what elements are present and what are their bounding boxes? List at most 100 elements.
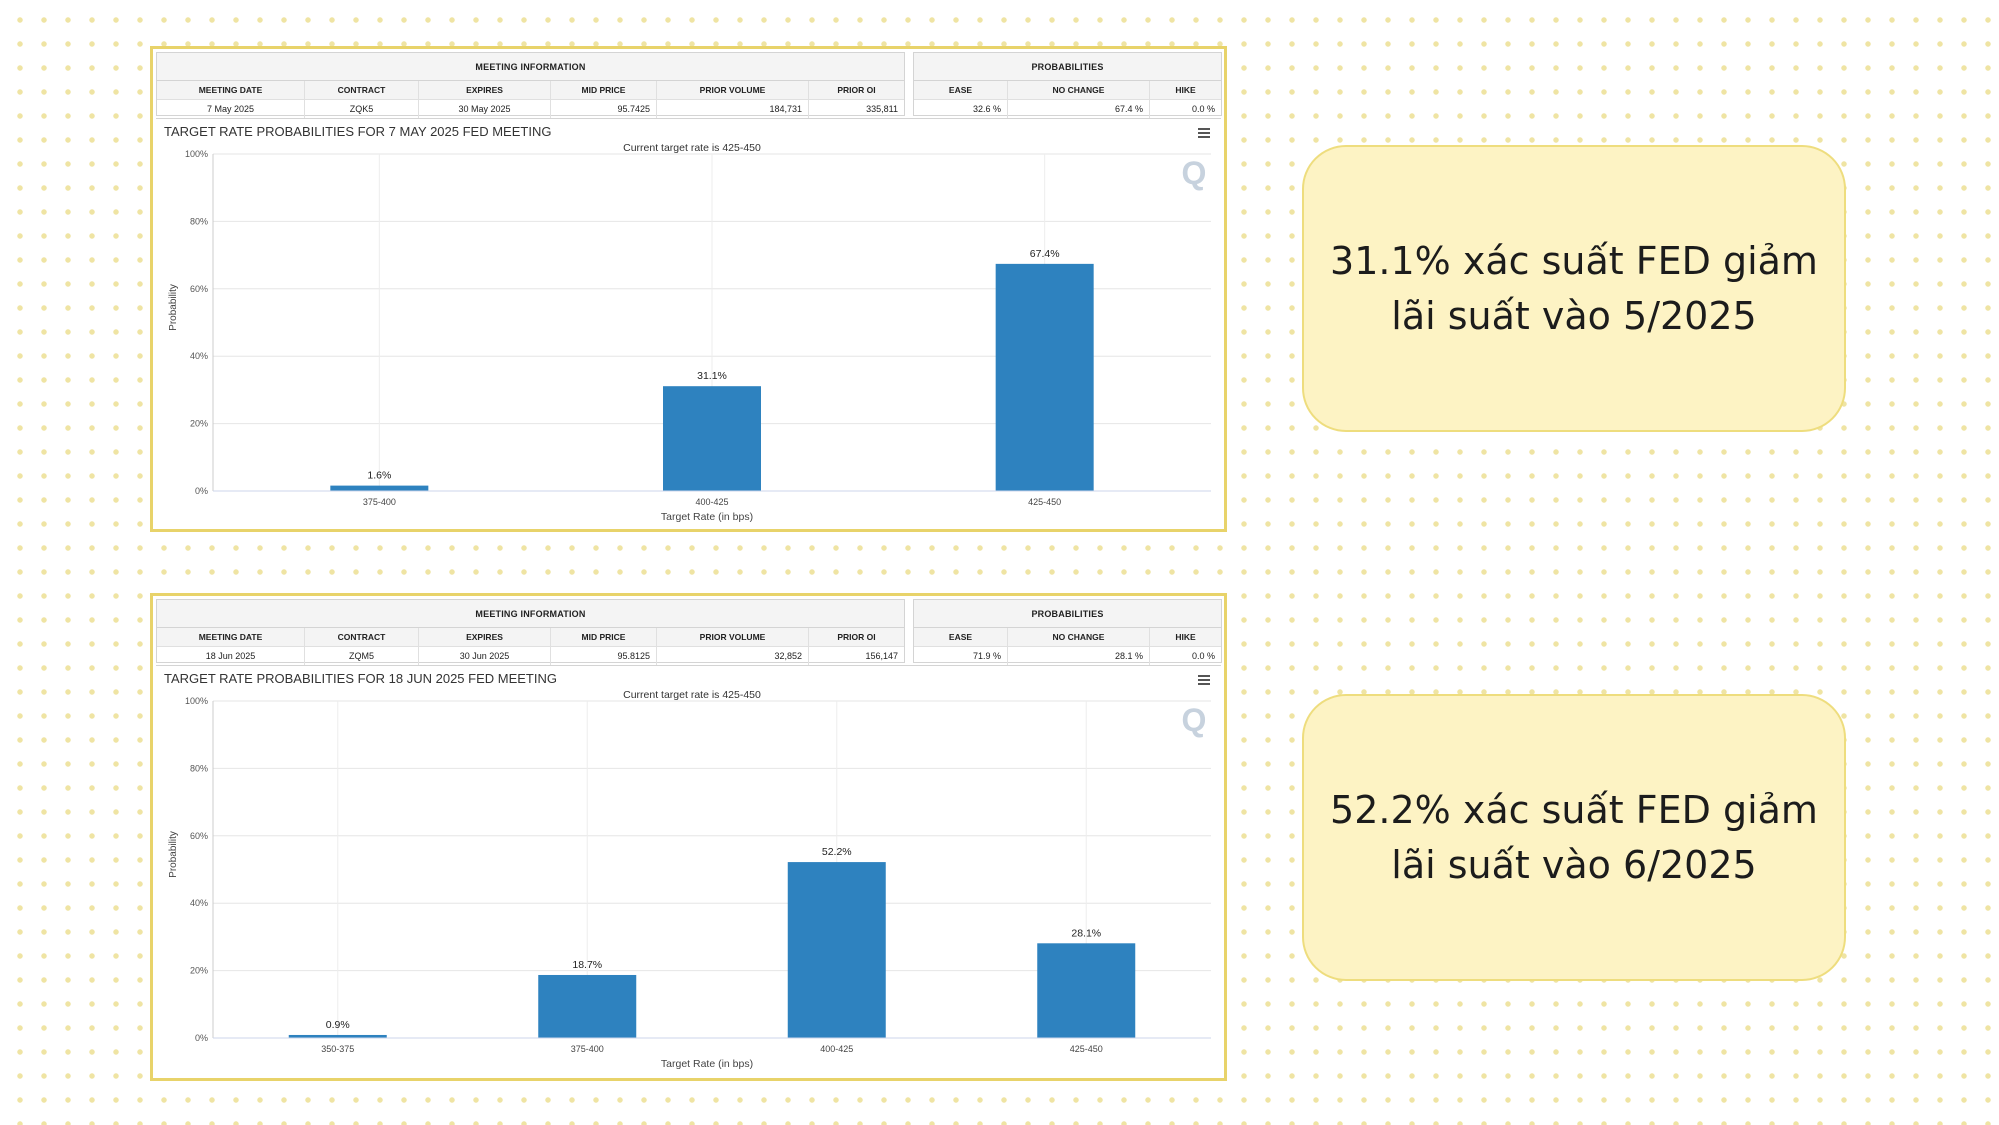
meeting-info-table: MEETING INFORMATION MEETING DATE CONTRAC… <box>156 599 1222 665</box>
col-mid-price: MID PRICE <box>551 628 657 646</box>
probabilities-header-row: EASE NO CHANGE HIKE <box>914 628 1221 647</box>
value-prior-oi: 335,811 <box>866 104 898 114</box>
y-tick-label: 80% <box>190 763 208 773</box>
y-tick-label: 60% <box>190 831 208 841</box>
summary-line-1: 52.2% xác suất FED giảm <box>1330 787 1818 832</box>
bar <box>538 974 637 1038</box>
watermark-logo: Q <box>1182 155 1207 191</box>
value-meeting-date: 18 Jun 2025 <box>157 647 305 665</box>
meeting-info-header-row: MEETING DATE CONTRACT EXPIRES MID PRICE … <box>157 628 904 647</box>
meeting-info-table: MEETING INFORMATION MEETING DATE CONTRAC… <box>156 52 1222 118</box>
y-tick-label: 40% <box>190 351 208 361</box>
summary-text: 52.2% xác suất FED giảm lãi suất vào 6/2… <box>1330 783 1818 893</box>
x-axis-label: Target Rate (in bps) <box>661 511 753 523</box>
value-contract: ZQM5 <box>305 647 419 665</box>
meeting-info-value-row: 7 May 2025 ZQK5 30 May 2025 95.7425 184,… <box>157 100 904 118</box>
probabilities-value-row: 71.9 % 28.1 % 0.0 % <box>914 647 1221 665</box>
col-expires: EXPIRES <box>419 81 551 99</box>
fed-meeting-panel-june: MEETING INFORMATION MEETING DATE CONTRAC… <box>150 593 1227 1081</box>
probabilities-block: PROBABILITIES EASE NO CHANGE HIKE 71.9 %… <box>913 599 1222 665</box>
bar-data-label: 52.2% <box>822 846 852 858</box>
bar-data-label: 18.7% <box>572 959 602 971</box>
hamburger-menu-icon[interactable] <box>1198 675 1210 685</box>
menu-line <box>1198 675 1210 677</box>
meeting-information-header: MEETING INFORMATION <box>157 600 904 628</box>
col-ease: EASE <box>914 628 1008 646</box>
bar <box>663 386 761 491</box>
chart-subtitle: Current target rate is 425-450 <box>623 689 761 701</box>
bar <box>787 862 886 1038</box>
col-hike: HIKE <box>1175 632 1196 642</box>
y-axis-label: Probability <box>168 831 179 878</box>
bar <box>288 1034 387 1038</box>
summary-text: 31.1% xác suất FED giảm lãi suất vào 5/2… <box>1330 234 1818 344</box>
watermark-logo: Q <box>1182 702 1207 738</box>
col-prior-volume: PRIOR VOLUME <box>657 81 809 99</box>
col-meeting-date: MEETING DATE <box>157 81 305 99</box>
x-tick-label: 375-400 <box>363 497 396 507</box>
fed-meeting-panel-may: MEETING INFORMATION MEETING DATE CONTRAC… <box>150 46 1227 532</box>
menu-line <box>1198 683 1210 685</box>
col-ease: EASE <box>914 81 1008 99</box>
y-tick-label: 60% <box>190 284 208 294</box>
menu-line <box>1198 128 1210 130</box>
value-expires: 30 May 2025 <box>419 100 551 118</box>
meeting-info-header-row: MEETING DATE CONTRACT EXPIRES MID PRICE … <box>157 81 904 100</box>
col-prior-oi: PRIOR OI <box>837 85 876 95</box>
bar <box>1037 943 1136 1038</box>
value-ease: 71.9 % <box>914 647 1008 665</box>
chart-title: TARGET RATE PROBABILITIES FOR 18 JUN 202… <box>164 671 557 686</box>
col-no-change: NO CHANGE <box>1008 81 1150 99</box>
y-tick-label: 80% <box>190 216 208 226</box>
value-hike: 0.0 % <box>1191 104 1215 114</box>
chart-area: TARGET RATE PROBABILITIES FOR 7 MAY 2025… <box>156 118 1221 526</box>
probabilities-value-row: 32.6 % 67.4 % 0.0 % <box>914 100 1221 118</box>
menu-line <box>1198 136 1210 138</box>
value-no-change: 67.4 % <box>1008 100 1150 118</box>
value-no-change: 28.1 % <box>1008 647 1150 665</box>
summary-card-june: 52.2% xác suất FED giảm lãi suất vào 6/2… <box>1302 694 1846 981</box>
y-tick-label: 0% <box>195 486 208 496</box>
summary-line-1: 31.1% xác suất FED giảm <box>1330 238 1818 283</box>
summary-line-2: lãi suất vào 5/2025 <box>1391 293 1757 338</box>
x-tick-label: 375-400 <box>571 1044 604 1054</box>
y-tick-label: 20% <box>190 966 208 976</box>
meeting-information-block: MEETING INFORMATION MEETING DATE CONTRAC… <box>156 52 905 118</box>
bar-data-label: 31.1% <box>697 370 727 382</box>
probabilities-header: PROBABILITIES <box>914 600 1221 628</box>
col-contract: CONTRACT <box>305 81 419 99</box>
meeting-info-value-row: 18 Jun 2025 ZQM5 30 Jun 2025 95.8125 32,… <box>157 647 904 665</box>
value-prior-volume: 32,852 <box>657 647 809 665</box>
meeting-information-block: MEETING INFORMATION MEETING DATE CONTRAC… <box>156 599 905 665</box>
x-tick-label: 425-450 <box>1070 1044 1103 1054</box>
menu-line <box>1198 679 1210 681</box>
y-tick-label: 100% <box>185 696 208 706</box>
col-hike: HIKE <box>1175 85 1196 95</box>
y-tick-label: 20% <box>190 419 208 429</box>
bar <box>330 485 429 491</box>
col-no-change: NO CHANGE <box>1008 628 1150 646</box>
y-tick-label: 100% <box>185 149 208 159</box>
probabilities-header-row: EASE NO CHANGE HIKE <box>914 81 1221 100</box>
probabilities-header: PROBABILITIES <box>914 53 1221 81</box>
target-rate-bar-chart: TARGET RATE PROBABILITIES FOR 18 JUN 202… <box>164 671 1211 1070</box>
value-ease: 32.6 % <box>914 100 1008 118</box>
summary-card-may: 31.1% xác suất FED giảm lãi suất vào 5/2… <box>1302 145 1846 432</box>
target-rate-bar-chart: TARGET RATE PROBABILITIES FOR 7 MAY 2025… <box>164 124 1211 523</box>
bar-data-label: 1.6% <box>367 470 391 482</box>
value-mid-price: 95.8125 <box>551 647 657 665</box>
x-tick-label: 400-425 <box>695 497 728 507</box>
col-contract: CONTRACT <box>305 628 419 646</box>
menu-line <box>1198 132 1210 134</box>
value-expires: 30 Jun 2025 <box>419 647 551 665</box>
col-meeting-date: MEETING DATE <box>157 628 305 646</box>
col-prior-volume: PRIOR VOLUME <box>657 628 809 646</box>
value-hike: 0.0 % <box>1191 651 1215 661</box>
bar-data-label: 28.1% <box>1071 927 1101 939</box>
y-axis-label: Probability <box>168 284 179 331</box>
probabilities-block: PROBABILITIES EASE NO CHANGE HIKE 32.6 %… <box>913 52 1222 118</box>
bar <box>995 263 1094 491</box>
hamburger-menu-icon[interactable] <box>1198 128 1210 138</box>
value-mid-price: 95.7425 <box>551 100 657 118</box>
x-axis-label: Target Rate (in bps) <box>661 1058 753 1070</box>
